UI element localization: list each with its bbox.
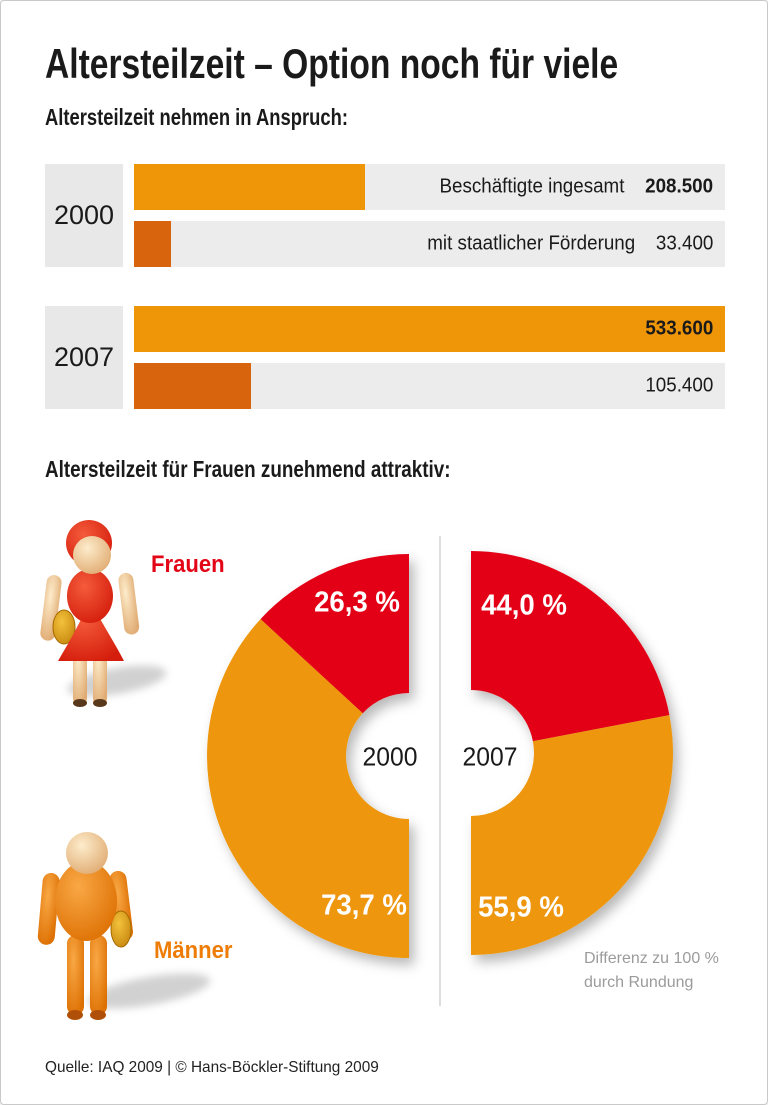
page-title: Altersteilzeit – Option noch für viele [45, 40, 619, 87]
bar-value-2000-funded: 33.400 [655, 232, 713, 255]
donut-2000 [207, 554, 409, 958]
pct-2000-maenner: 73,7 % [321, 889, 407, 922]
year-box-2007: 2007 [45, 306, 123, 409]
bar-track-2007-funded: 105.400 [134, 363, 725, 409]
year-label-2007: 2007 [53, 342, 115, 372]
chart-divider [439, 536, 441, 1006]
bar-2000-funded [134, 221, 171, 267]
bar-track-2000-funded: mit staatlicher Förderung 33.400 [134, 221, 725, 267]
bar-track-2000-total: Beschäftigte ingesamt 208.500 [134, 164, 725, 210]
woman-figure-icon [40, 520, 167, 707]
bar-2007-funded [134, 363, 251, 409]
pct-2007-frauen: 44,0 % [481, 589, 567, 622]
bar-text-2007-funded: 105.400 [645, 375, 713, 398]
donut-2000-maenner-slice [207, 619, 409, 958]
bar-label-2000-total: Beschäftigte ingesamt [439, 175, 625, 198]
bar-value-2000-total: 208.500 [645, 175, 713, 198]
donut-2007 [471, 551, 673, 955]
bar-value-2007-funded: 105.400 [645, 374, 713, 397]
legend-label-maenner: Männer [154, 937, 233, 964]
year-label-2000: 2000 [53, 200, 115, 230]
bar-text-2000-funded: mit staatlicher Förderung 33.400 [427, 233, 713, 256]
pct-2007-maenner: 55,9 % [478, 891, 564, 924]
bar-value-2007-total: 533.600 [645, 317, 713, 340]
man-figure-icon [37, 832, 211, 1020]
pct-2000-frauen: 26,3 % [314, 586, 400, 619]
donut-2007-frauen-slice [471, 551, 670, 742]
source-line: Quelle: IAQ 2009 | © Hans-Böckler-Stiftu… [45, 1059, 379, 1076]
donut-center-label-2007: 2007 [462, 741, 518, 772]
bar-track-2007-total: 533.600 [134, 306, 725, 352]
bar-section-heading: Altersteilzeit nehmen in Anspruch: [45, 104, 348, 130]
donut-2007-maenner-slice [471, 715, 673, 955]
year-box-2000: 2000 [45, 164, 123, 267]
donut-section-heading: Altersteilzeit für Frauen zunehmend attr… [45, 456, 451, 482]
donut-center-label-2000: 2000 [362, 741, 418, 772]
legend-label-frauen: Frauen [151, 551, 225, 578]
bar-2007-total [134, 306, 725, 352]
donut-2000-frauen-slice [260, 554, 409, 714]
rounding-footnote: Differenz zu 100 % durch Rundung [584, 950, 719, 991]
bar-2000-total [134, 164, 365, 210]
bar-text-2000-total: Beschäftigte ingesamt 208.500 [439, 176, 713, 199]
bar-text-2007-total: 533.600 [645, 318, 713, 341]
bar-label-2000-funded: mit staatlicher Förderung [426, 232, 635, 255]
